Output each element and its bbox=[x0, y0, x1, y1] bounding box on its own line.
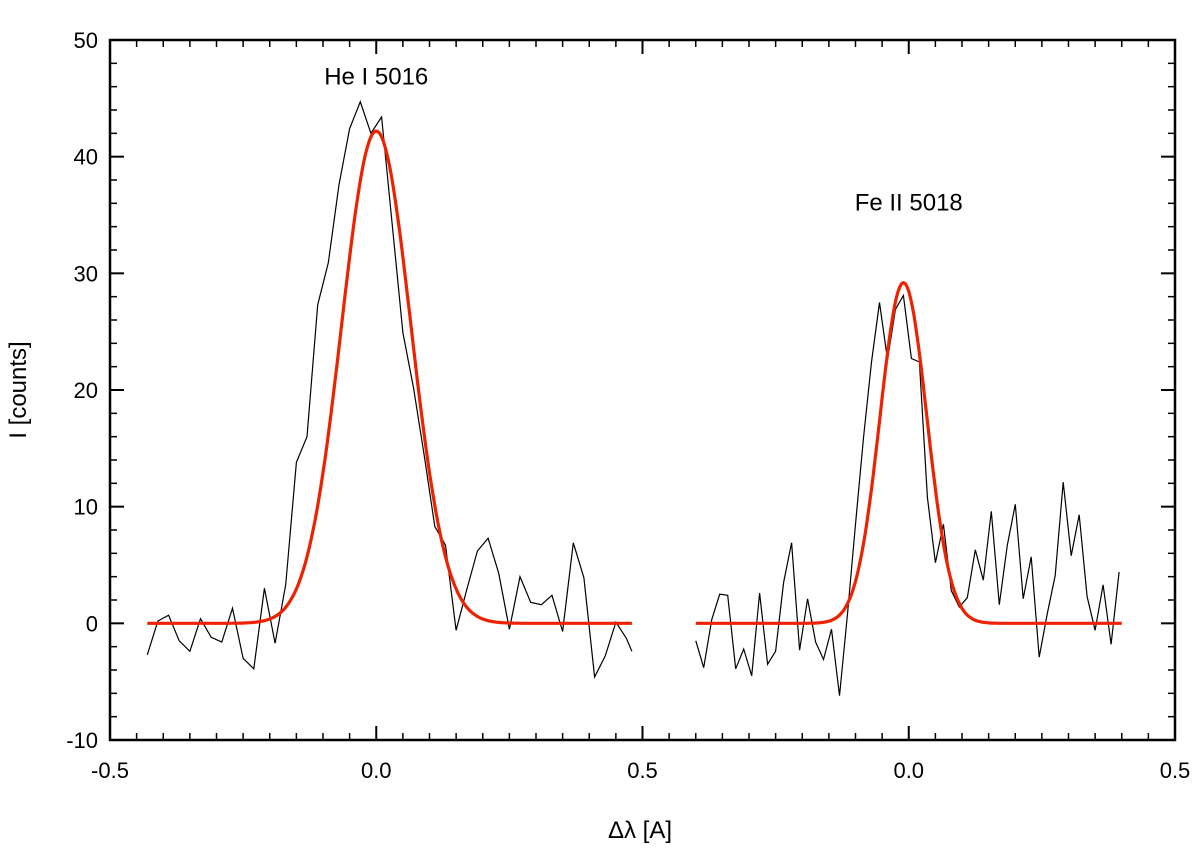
plot-frame bbox=[108, 38, 1177, 742]
y-tick-label: 20 bbox=[74, 378, 98, 403]
gaussian-fit-1 bbox=[695, 280, 1122, 625]
line-annotation-0: He I 5016 bbox=[324, 63, 428, 90]
y-tick-label: 40 bbox=[74, 145, 98, 170]
y-tick-label: 0 bbox=[86, 611, 98, 636]
line-annotation-1: Fe II 5018 bbox=[855, 189, 963, 216]
gaussian-fit-0 bbox=[147, 129, 632, 625]
y-tick-label: 30 bbox=[74, 261, 98, 286]
observed-spectrum-0 bbox=[146, 100, 633, 680]
observed-spectrum-1 bbox=[695, 293, 1120, 696]
x-tick-label: 0.5 bbox=[627, 758, 658, 783]
y-tick-label: 10 bbox=[74, 495, 98, 520]
x-tick-label: 0.0 bbox=[361, 758, 392, 783]
plot-area: He I 5016 Fe II 5018 bbox=[146, 63, 1122, 696]
x-tick-label: 0.0 bbox=[893, 758, 924, 783]
x-tick-label: 0.5 bbox=[1160, 758, 1191, 783]
axes: -0.5 0.0 0.5 0.0 0.5 -10 0 10 20 30 40 50 bbox=[66, 28, 1190, 783]
x-axis-label: Δλ [A] bbox=[608, 817, 672, 844]
y-axis-label: I [counts] bbox=[5, 341, 32, 438]
y-tick-label: -10 bbox=[66, 728, 98, 753]
x-tick-label: -0.5 bbox=[91, 758, 129, 783]
y-tick-label: 50 bbox=[74, 28, 98, 53]
